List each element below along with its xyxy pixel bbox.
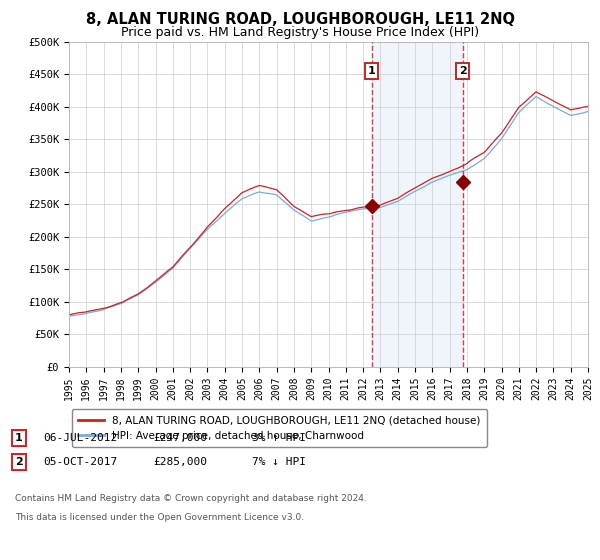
Text: £285,000: £285,000 xyxy=(153,457,207,467)
Text: 06-JUL-2012: 06-JUL-2012 xyxy=(43,433,118,443)
Text: Contains HM Land Registry data © Crown copyright and database right 2024.: Contains HM Land Registry data © Crown c… xyxy=(15,494,367,503)
Text: 05-OCT-2017: 05-OCT-2017 xyxy=(43,457,118,467)
Text: 7% ↓ HPI: 7% ↓ HPI xyxy=(252,457,306,467)
Text: 3% ↑ HPI: 3% ↑ HPI xyxy=(252,433,306,443)
Text: 1: 1 xyxy=(15,433,23,443)
Text: This data is licensed under the Open Government Licence v3.0.: This data is licensed under the Open Gov… xyxy=(15,514,304,522)
Text: 1: 1 xyxy=(368,66,376,76)
Text: 2: 2 xyxy=(15,457,23,467)
Text: 2: 2 xyxy=(459,66,466,76)
Text: £247,000: £247,000 xyxy=(153,433,207,443)
Text: 8, ALAN TURING ROAD, LOUGHBOROUGH, LE11 2NQ: 8, ALAN TURING ROAD, LOUGHBOROUGH, LE11 … xyxy=(86,12,515,27)
Text: Price paid vs. HM Land Registry's House Price Index (HPI): Price paid vs. HM Land Registry's House … xyxy=(121,26,479,39)
Bar xyxy=(372,42,463,367)
Legend: 8, ALAN TURING ROAD, LOUGHBOROUGH, LE11 2NQ (detached house), HPI: Average price: 8, ALAN TURING ROAD, LOUGHBOROUGH, LE11 … xyxy=(71,409,487,447)
